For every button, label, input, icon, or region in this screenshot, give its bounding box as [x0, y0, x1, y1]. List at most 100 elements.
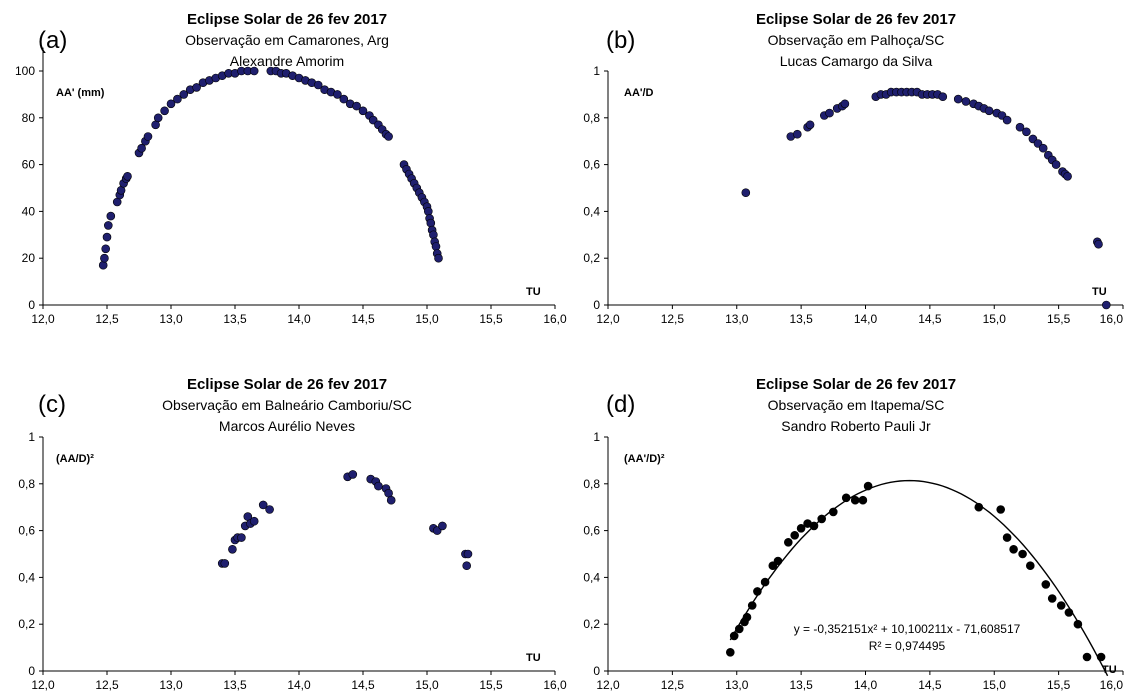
data-point [1056, 601, 1066, 610]
data-point [98, 260, 108, 270]
trendline-equation: y = -0,352151x² + 10,100211x - 71,608517 [794, 622, 1021, 636]
data-points [217, 470, 473, 571]
data-point [1038, 143, 1048, 153]
y-tick-label: 0 [28, 298, 35, 312]
data-point [123, 172, 132, 181]
data-point [434, 253, 443, 263]
data-point [1063, 172, 1072, 181]
y-tick-label: 0 [28, 664, 35, 678]
x-tick-label: 14,0 [854, 312, 878, 326]
x-axis-label: TU [526, 652, 541, 664]
data-point [339, 94, 349, 104]
data-point [258, 500, 268, 510]
x-tick-label: 12,0 [596, 312, 620, 326]
y-tick-label: 0,4 [583, 204, 600, 218]
data-point [953, 94, 963, 104]
data-point [192, 83, 201, 92]
x-tick-label: 16,0 [1100, 312, 1124, 326]
y-tick-label: 100 [15, 64, 35, 78]
chart-subtitle-observer: Marcos Aurélio Neves [219, 418, 355, 434]
x-tick-label: 14,5 [351, 678, 375, 692]
data-point [100, 253, 109, 263]
x-tick-label: 15,5 [1047, 312, 1071, 326]
data-point [265, 505, 274, 514]
x-tick-label: 15,5 [479, 312, 503, 326]
data-point [386, 495, 396, 505]
x-axis: 12,0 12,5 13,0 13,5 14,0 14,5 15,0 15,5 16,0 [596, 670, 1124, 692]
data-point [1002, 533, 1012, 542]
data-point [173, 94, 182, 104]
data-point [825, 108, 834, 118]
y-tick-label: 20 [22, 251, 36, 265]
panel-label: (a) [38, 27, 67, 54]
data-point [160, 106, 169, 116]
data-point [137, 143, 146, 153]
data-point [429, 230, 438, 240]
data-point [106, 211, 116, 221]
x-axis-label: TU [526, 286, 541, 298]
x-tick-label: 15,5 [479, 678, 503, 692]
data-point [426, 218, 436, 228]
y-tick-label: 0,2 [18, 617, 35, 631]
data-point [438, 521, 447, 531]
y-tick-label: 0 [593, 298, 600, 312]
y-tick-label: 1 [593, 430, 600, 444]
data-point [228, 544, 237, 554]
y-tick-label: 40 [22, 204, 36, 218]
data-point [249, 516, 259, 526]
y-axis-label: AA' (mm) [56, 87, 105, 99]
x-tick-label: 16,0 [543, 312, 567, 326]
chart-subtitle-observer: Sandro Roberto Pauli Jr [781, 418, 931, 434]
y-axis-label: (AA'/D)² [624, 453, 665, 465]
x-tick-label: 15,0 [983, 678, 1007, 692]
x-tick-label: 13,5 [223, 678, 247, 692]
y-tick-label: 0,8 [583, 477, 600, 491]
x-tick-label: 15,0 [415, 678, 439, 692]
data-point [1051, 160, 1061, 169]
chart-subtitle-location: Observação em Itapema/SC [768, 397, 945, 413]
data-point [102, 232, 112, 242]
chart-title: Eclipse Solar de 26 fev 2017 [756, 376, 956, 393]
panel-label: (c) [38, 391, 66, 418]
chart-panel-a: (a) Eclipse Solar de 26 fev 2017 Observa… [15, 11, 567, 326]
data-point [1102, 300, 1111, 310]
data-point [1022, 127, 1031, 137]
data-points [98, 66, 443, 270]
data-point [938, 92, 948, 101]
chart-subtitle-location: Observação em Balneário Camboriu/SC [162, 397, 412, 413]
data-point [840, 99, 850, 109]
data-point [358, 106, 368, 116]
x-tick-label: 14,5 [918, 678, 942, 692]
y-axis: 0 0,2 0,4 0,6 0,8 1 [583, 64, 609, 312]
y-tick-label: 0,2 [583, 251, 600, 265]
data-point [725, 647, 735, 657]
data-point [1009, 544, 1018, 554]
y-tick-label: 1 [28, 430, 35, 444]
data-point [1015, 122, 1025, 132]
chart-subtitle-location: Observação em Camarones, Arg [185, 32, 389, 48]
data-point [792, 129, 802, 139]
chart-title: Eclipse Solar de 26 fev 2017 [187, 376, 387, 393]
y-tick-label: 0,4 [583, 570, 600, 584]
data-point [462, 561, 472, 571]
x-tick-label: 14,0 [287, 312, 311, 326]
y-axis-label: AA'/D [624, 87, 654, 99]
x-tick-label: 13,0 [159, 312, 183, 326]
data-point [1018, 549, 1027, 559]
y-tick-label: 0,4 [18, 570, 35, 584]
data-point [1047, 594, 1057, 603]
x-tick-label: 12,5 [661, 678, 685, 692]
x-tick-label: 13,0 [159, 678, 183, 692]
panel-label: (b) [606, 27, 635, 54]
data-point [153, 113, 163, 123]
y-tick-label: 0 [593, 664, 600, 678]
x-tick-label: 13,0 [725, 312, 749, 326]
data-point [805, 120, 815, 130]
data-point [741, 188, 751, 197]
x-axis: 12,0 12,5 13,0 13,5 14,0 14,5 15,0 15,5 16,0 [596, 304, 1124, 326]
chart-subtitle-observer: Lucas Camargo da Silva [780, 53, 933, 69]
trendline-r-squared: R² = 0,974495 [869, 639, 946, 653]
x-tick-label: 12,0 [31, 312, 55, 326]
chart-subtitle-location: Observação em Palhoça/SC [768, 32, 945, 48]
data-point [1026, 561, 1035, 571]
